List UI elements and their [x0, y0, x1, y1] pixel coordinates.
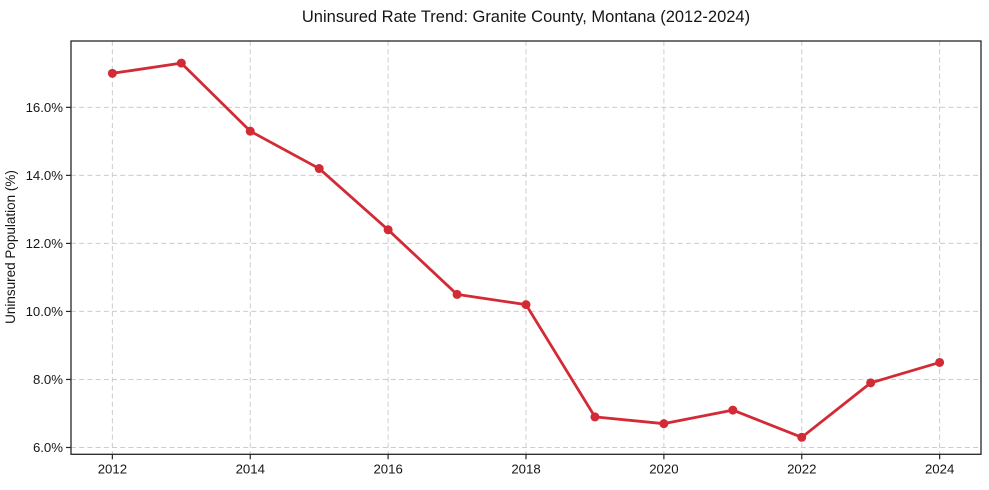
plot-frame — [70, 40, 982, 455]
data-point-2022 — [797, 432, 807, 442]
x-tick-label-2014: 2014 — [236, 461, 265, 476]
data-point-2019 — [590, 412, 600, 422]
y-tick-label-12: 12.0% — [26, 236, 64, 251]
data-point-2018 — [521, 300, 531, 310]
y-tick-label-14: 14.0% — [26, 168, 64, 183]
data-point-2021 — [728, 405, 738, 415]
plot-area: 6.0% 8.0% 10.0% 12.0% 14.0% 16.0% 2012 2014 2016… — [26, 40, 982, 476]
data-point-2023 — [866, 378, 876, 388]
data-point-2013 — [176, 58, 186, 68]
data-point-2017 — [452, 289, 462, 299]
x-tick-label-2024: 2024 — [925, 461, 954, 476]
data-point-2016 — [383, 225, 393, 235]
data-point-2015 — [314, 164, 324, 174]
data-point-2014 — [245, 126, 255, 136]
y-tick-label-10: 10.0% — [26, 304, 64, 319]
x-tick-label-2020: 2020 — [649, 461, 678, 476]
y-tick-label-6: 6.0% — [33, 440, 63, 455]
x-tick-label-2022: 2022 — [787, 461, 816, 476]
x-tick-label-2012: 2012 — [98, 461, 127, 476]
data-point-2024 — [935, 357, 945, 367]
chart-title: Uninsured Rate Trend: Granite County, Mo… — [302, 8, 750, 26]
y-axis-label: Uninsured Population (%) — [3, 170, 18, 324]
data-point-2012 — [107, 68, 117, 78]
data-point-2020 — [659, 419, 669, 429]
x-tick-label-2016: 2016 — [373, 461, 402, 476]
y-tick-label-16: 16.0% — [26, 100, 64, 115]
y-tick-label-8: 8.0% — [33, 372, 63, 387]
x-tick-label-2018: 2018 — [511, 461, 540, 476]
